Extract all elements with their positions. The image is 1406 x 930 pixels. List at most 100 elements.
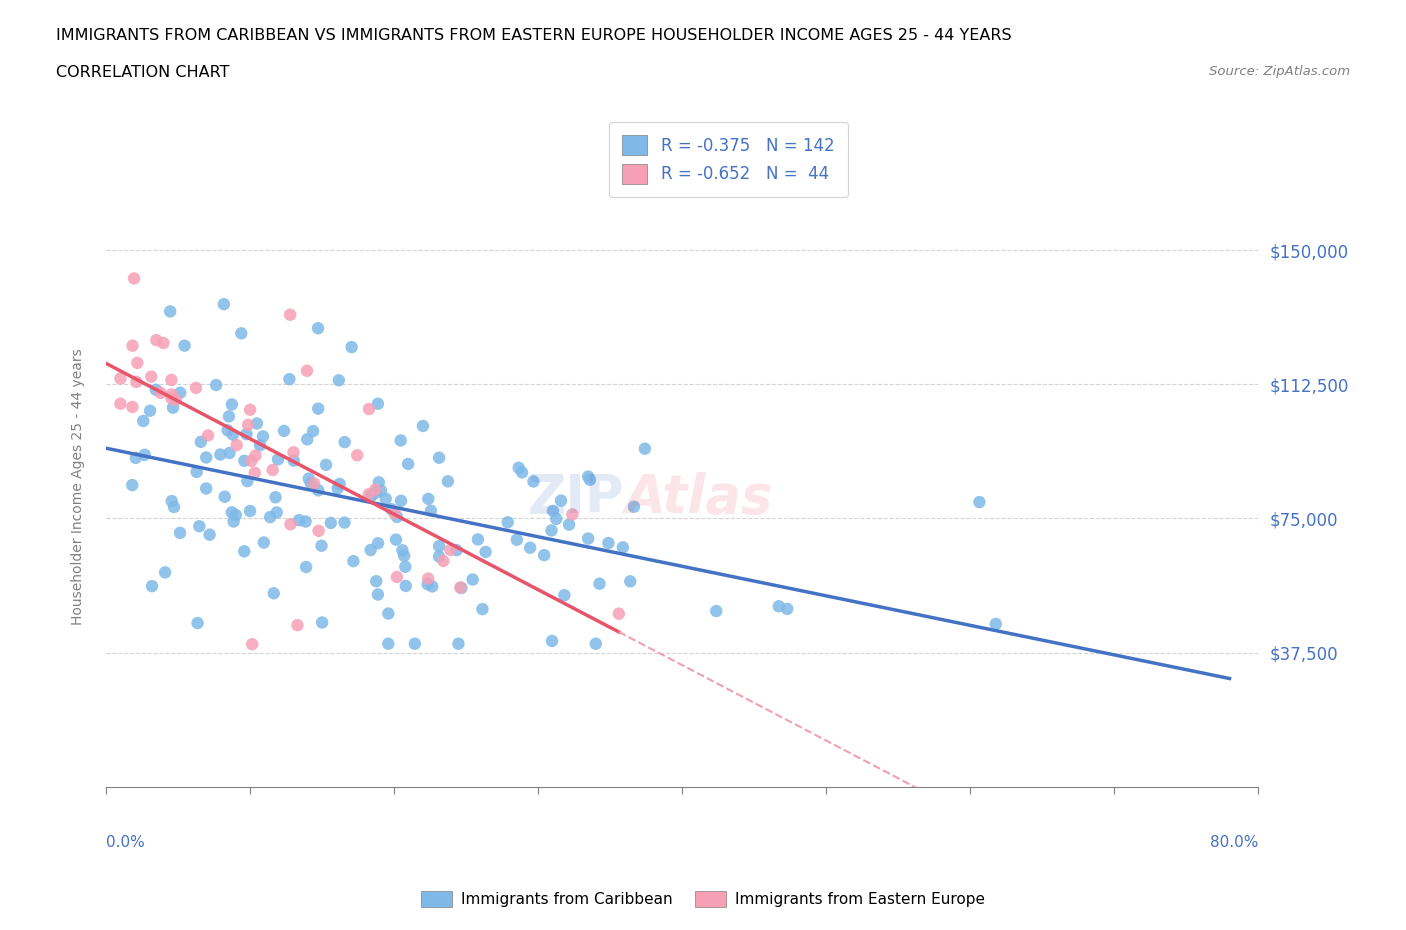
Point	[246, 416, 269, 431]
Point	[195, 450, 218, 465]
Point	[218, 409, 240, 424]
Point	[294, 514, 316, 529]
Point	[169, 385, 191, 400]
Point	[307, 401, 329, 416]
Point	[366, 574, 388, 589]
Legend: R = -0.375   N = 142, R = -0.652   N =  44: R = -0.375 N = 142, R = -0.652 N = 44	[609, 122, 848, 197]
Point	[333, 434, 356, 449]
Point	[588, 577, 610, 591]
Point	[266, 505, 288, 520]
Point	[496, 515, 519, 530]
Point	[418, 571, 440, 586]
Point	[162, 400, 184, 415]
Point	[110, 371, 132, 386]
Point	[221, 505, 243, 520]
Point	[437, 474, 460, 489]
Point	[427, 549, 450, 564]
Point	[139, 404, 162, 418]
Point	[160, 494, 183, 509]
Point	[160, 372, 183, 387]
Point	[159, 304, 181, 319]
Point	[427, 538, 450, 553]
Point	[508, 460, 530, 475]
Point	[145, 333, 167, 348]
Point	[297, 432, 319, 446]
Point	[357, 486, 380, 501]
Point	[450, 580, 472, 595]
Point	[278, 372, 301, 387]
Point	[311, 538, 333, 553]
Point	[233, 544, 256, 559]
Point	[153, 565, 176, 579]
Point	[239, 503, 262, 518]
Point	[225, 438, 247, 453]
Point	[125, 450, 148, 465]
Point	[385, 510, 408, 525]
Point	[384, 506, 406, 521]
Point	[134, 447, 156, 462]
Point	[122, 271, 145, 286]
Point	[357, 402, 380, 417]
Point	[121, 400, 143, 415]
Point	[299, 476, 322, 491]
Point	[236, 418, 259, 432]
Point	[391, 543, 413, 558]
Point	[245, 448, 267, 463]
Point	[225, 508, 247, 523]
Point	[160, 391, 183, 405]
Point	[394, 559, 416, 574]
Point	[541, 633, 564, 648]
Point	[240, 637, 263, 652]
Point	[243, 465, 266, 480]
Point	[367, 396, 389, 411]
Point	[329, 476, 352, 491]
Point	[262, 462, 284, 477]
Point	[149, 385, 172, 400]
Point	[110, 396, 132, 411]
Point	[446, 543, 468, 558]
Point	[198, 527, 221, 542]
Point	[214, 489, 236, 504]
Point	[389, 493, 412, 508]
Point	[374, 491, 396, 506]
Point	[249, 438, 271, 453]
Point	[222, 514, 245, 529]
Point	[283, 445, 305, 459]
Point	[389, 433, 412, 448]
Point	[439, 542, 461, 557]
Point	[288, 512, 311, 527]
Point	[377, 606, 399, 621]
Point	[195, 481, 218, 496]
Point	[287, 618, 309, 632]
Point	[236, 473, 259, 488]
Text: 80.0%: 80.0%	[1211, 835, 1258, 850]
Point	[634, 441, 657, 456]
Text: Source: ZipAtlas.com: Source: ZipAtlas.com	[1209, 65, 1350, 78]
Point	[467, 532, 489, 547]
Point	[612, 540, 634, 555]
Point	[506, 532, 529, 547]
Point	[704, 604, 727, 618]
Point	[333, 515, 356, 530]
Point	[295, 364, 318, 379]
Text: 0.0%: 0.0%	[105, 835, 145, 850]
Point	[619, 574, 641, 589]
Point	[141, 369, 163, 384]
Point	[585, 636, 607, 651]
Point	[121, 339, 143, 353]
Point	[239, 403, 262, 418]
Point	[240, 454, 263, 469]
Point	[380, 502, 402, 517]
Point	[416, 577, 439, 591]
Point	[187, 616, 209, 631]
Point	[222, 427, 245, 442]
Point	[233, 453, 256, 468]
Point	[127, 355, 149, 370]
Point	[392, 549, 415, 564]
Point	[188, 519, 211, 534]
Point	[340, 339, 363, 354]
Point	[278, 307, 301, 322]
Point	[418, 491, 440, 506]
Point	[360, 542, 382, 557]
Point	[173, 339, 195, 353]
